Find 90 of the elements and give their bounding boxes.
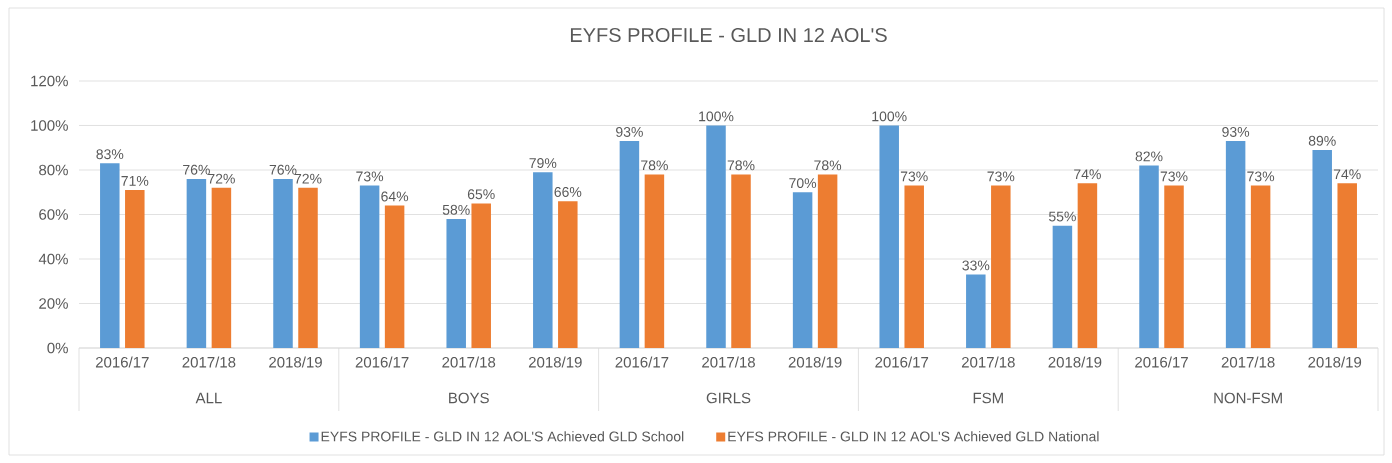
bar [533, 172, 553, 348]
text: NON-FSM [1214, 392, 1282, 404]
x-tick-label: 2016/17 [1135, 356, 1188, 368]
bar [879, 125, 899, 348]
bar [706, 125, 726, 348]
y-tick-label: 0% [47, 342, 68, 354]
data-label: 100% [872, 111, 907, 122]
x-tick-label: 2017/18 [182, 356, 236, 368]
data-label: 100% [699, 111, 734, 122]
bar [1250, 185, 1271, 348]
data-label: 93% [1222, 126, 1250, 137]
data-label: 74% [1333, 169, 1361, 180]
bar [904, 185, 924, 348]
x-tick-label: 2016/17 [615, 356, 669, 368]
x-tick-label: 2018/19 [269, 356, 322, 368]
data-label: 66% [554, 187, 582, 197]
data-label: 79% [529, 158, 557, 169]
data-label: 73% [356, 171, 384, 182]
data-label: 73% [1247, 171, 1275, 182]
bar [731, 174, 751, 348]
x-tick-label: 2017/18 [442, 356, 496, 368]
x-tick-label: 2017/18 [702, 356, 755, 368]
data-label: 73% [900, 171, 928, 182]
data-label: 33% [962, 260, 990, 271]
y-tick-label: 60% [39, 209, 68, 220]
bar [211, 187, 232, 348]
y-tick-label: 120% [31, 75, 68, 87]
data-label: 64% [381, 191, 409, 202]
data-label: 58% [442, 204, 470, 215]
x-tick-label: 2016/17 [875, 356, 929, 368]
bar [100, 163, 120, 348]
bar [644, 174, 665, 348]
data-label: 76% [183, 164, 210, 175]
text: ALL [195, 392, 222, 404]
bar [619, 141, 640, 348]
y-tick-label: 20% [39, 298, 68, 309]
text: BOYS [449, 392, 489, 404]
data-label: 78% [814, 160, 842, 171]
bar [558, 201, 578, 348]
bar [384, 205, 405, 348]
data-label: 83% [96, 149, 124, 160]
chart-title: EYFS PROFILE - GLD IN 12 AOL'S [570, 27, 887, 43]
bar [186, 178, 207, 348]
data-label: 93% [616, 126, 643, 137]
bar [446, 218, 466, 348]
text: FSM [973, 392, 1003, 404]
y-tick-label: 100% [31, 120, 68, 131]
data-label: 65% [467, 189, 495, 200]
data-label: 70% [789, 178, 817, 189]
legend-label: EYFS PROFILE - GLD IN 12 AOL'S Achieved GLD National [728, 431, 1099, 442]
bar [273, 178, 293, 348]
text: GIRLS [706, 392, 751, 404]
x-tick-label: 2016/17 [95, 356, 149, 368]
data-label: 71% [121, 176, 149, 186]
data-label: 89% [1308, 135, 1336, 146]
bar [1337, 183, 1357, 348]
data-label: 76% [269, 164, 297, 175]
bar [991, 185, 1011, 348]
bar [1164, 185, 1184, 348]
data-label: 73% [987, 171, 1015, 182]
x-tick-label: 2018/19 [1048, 356, 1102, 368]
x-tick-label: 2017/18 [961, 356, 1015, 368]
data-label: 82% [1135, 151, 1163, 162]
bar [966, 274, 986, 348]
bar [817, 174, 838, 348]
data-label: 78% [727, 160, 755, 171]
data-label: 78% [641, 160, 668, 171]
bar [125, 190, 145, 348]
data-label: 55% [1048, 211, 1076, 222]
bar [1077, 183, 1098, 348]
x-tick-label: 2018/19 [1308, 356, 1362, 368]
bar [1139, 165, 1159, 348]
bar [1312, 149, 1332, 348]
y-tick-label: 40% [38, 253, 68, 265]
x-tick-label: 2018/19 [528, 356, 582, 368]
data-label: 74% [1074, 169, 1101, 180]
bar [792, 192, 813, 348]
bar [1225, 141, 1246, 348]
x-tick-label: 2016/17 [355, 356, 409, 368]
data-label: 72% [294, 173, 322, 184]
bar [471, 203, 491, 348]
bar [1052, 225, 1073, 348]
data-label: 72% [208, 173, 235, 184]
x-tick-label: 2017/18 [1221, 356, 1275, 368]
x-tick-label: 2018/19 [788, 356, 842, 368]
bar [359, 185, 380, 348]
legend-label: EYFS PROFILE - GLD IN 12 AOL'S Achieved GLD School [321, 431, 684, 442]
bar [298, 187, 318, 348]
data-label: 73% [1160, 171, 1188, 182]
y-tick-label: 80% [39, 164, 68, 176]
